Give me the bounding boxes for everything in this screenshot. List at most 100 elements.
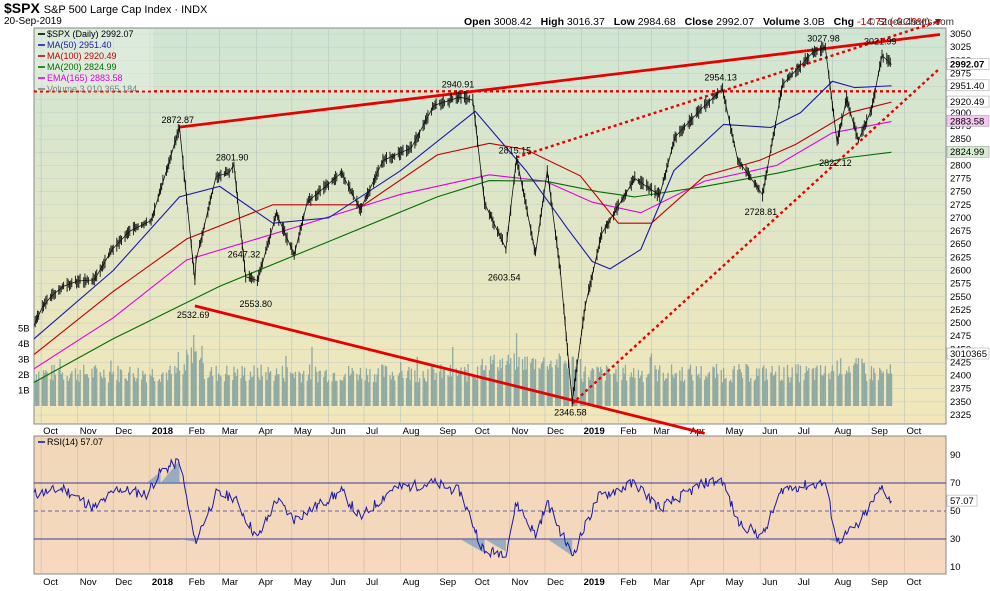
volume-bar [369, 368, 371, 406]
volume-bar [683, 379, 686, 406]
rsi-line [33, 458, 892, 559]
volume-bar [739, 369, 741, 406]
volume-bar [505, 364, 507, 406]
volume-bar [564, 360, 566, 406]
volume-bar [227, 374, 229, 406]
volume-bar [664, 378, 667, 406]
volume-bar [806, 370, 809, 406]
volume-bar [51, 364, 53, 406]
volume-bar [731, 382, 733, 406]
index-name: S&P 500 Large Cap Index [43, 4, 172, 16]
chart-title: $SPX S&P 500 Large Cap Index · INDX [4, 0, 208, 16]
volume-bar [158, 378, 161, 406]
x-tick-label: Jun [762, 426, 777, 437]
volume-bar [790, 377, 792, 406]
y-tick-label: 2750 [950, 187, 971, 198]
volume-bar [185, 349, 188, 406]
volume-bar [568, 362, 570, 406]
price-annotation: 2603.54 [488, 273, 521, 283]
volume-bar [372, 381, 375, 406]
value-tag-text: 2824.99 [950, 147, 984, 158]
y-tick-label: 2475 [950, 331, 971, 342]
volume-bar [125, 379, 127, 406]
volume-bar [765, 368, 767, 406]
volume-bar [225, 373, 227, 406]
x-tick-label: May [726, 426, 744, 437]
volume-bar [116, 380, 118, 406]
volume-bar [631, 377, 634, 406]
volume-bar [798, 382, 800, 406]
volume-bar [402, 377, 404, 406]
volume-bar [277, 374, 279, 406]
value-tag-bg [946, 58, 990, 70]
volume-bar [117, 365, 119, 406]
volume-bar [452, 346, 454, 406]
volume-bar [754, 379, 757, 406]
volume-bar [556, 359, 558, 406]
volume-bar [604, 380, 606, 406]
volume-bar [738, 364, 740, 406]
volume-bar [365, 368, 368, 406]
volume-bar [857, 357, 860, 406]
volume-bar [555, 364, 557, 406]
volume-bar [816, 365, 818, 406]
volume-bar [481, 358, 483, 406]
volume-bar [201, 345, 203, 406]
volume-bar [157, 380, 159, 406]
volume-bar [194, 351, 196, 406]
price-annotation: 2940.91 [442, 79, 475, 89]
volume-bar [154, 381, 156, 406]
volume-bar [467, 364, 469, 406]
volume-bar [248, 379, 250, 406]
volume-bar [551, 367, 553, 406]
volume-bar [871, 380, 874, 406]
x-tick-label: Apr [258, 426, 273, 437]
volume-bar [34, 380, 36, 406]
volume-bar [144, 373, 146, 406]
volume-bar [584, 366, 586, 406]
volume-bar [558, 353, 560, 406]
volume-bar [112, 371, 114, 406]
volume-tick-label: 4B [18, 339, 30, 350]
price-annotation: 2346.58 [554, 408, 587, 418]
volume-bar [442, 369, 444, 406]
volume-bar [707, 373, 709, 406]
volume-bar [349, 375, 351, 406]
volume-bar [169, 365, 171, 406]
volume-bar [728, 381, 731, 406]
x-tick-label: Aug [403, 426, 420, 437]
volume-bar [866, 381, 868, 406]
y-tick-label: 2400 [950, 371, 971, 382]
volume-bar [546, 366, 549, 406]
volume-bar [286, 367, 288, 406]
rsi-x-tick-label: Feb [620, 577, 636, 588]
volume-bar [507, 354, 509, 406]
volume-bar [679, 370, 681, 406]
volume-bar [789, 382, 791, 406]
volume-bar [323, 376, 325, 406]
volume-bar [316, 371, 318, 406]
volume-tick-label: 3B [18, 355, 30, 366]
rsi-x-tick-label: Nov [80, 577, 97, 588]
volume-bar [310, 379, 312, 406]
legend-entry: MA(50) 2951.40 [47, 40, 112, 50]
volume-bar [129, 366, 131, 406]
credit-text: © StockCharts.com [867, 17, 954, 28]
volume-bar [491, 364, 493, 406]
volume-bar [530, 362, 532, 406]
volume-bar [474, 377, 476, 406]
volume-bar [268, 372, 271, 406]
volume-bar [648, 373, 650, 406]
volume-bar [783, 367, 785, 406]
volume-bar [847, 372, 849, 406]
volume-bar [267, 367, 269, 406]
volume-bar [107, 382, 110, 406]
close-value: 2992.07 [716, 16, 755, 28]
volume-bar [314, 366, 317, 406]
ma100-line [33, 101, 892, 356]
volume-bar [617, 364, 619, 406]
volume-bar [764, 380, 766, 406]
volume-bar [118, 381, 120, 406]
legend-entry: EMA(165) 2883.58 [47, 73, 123, 83]
